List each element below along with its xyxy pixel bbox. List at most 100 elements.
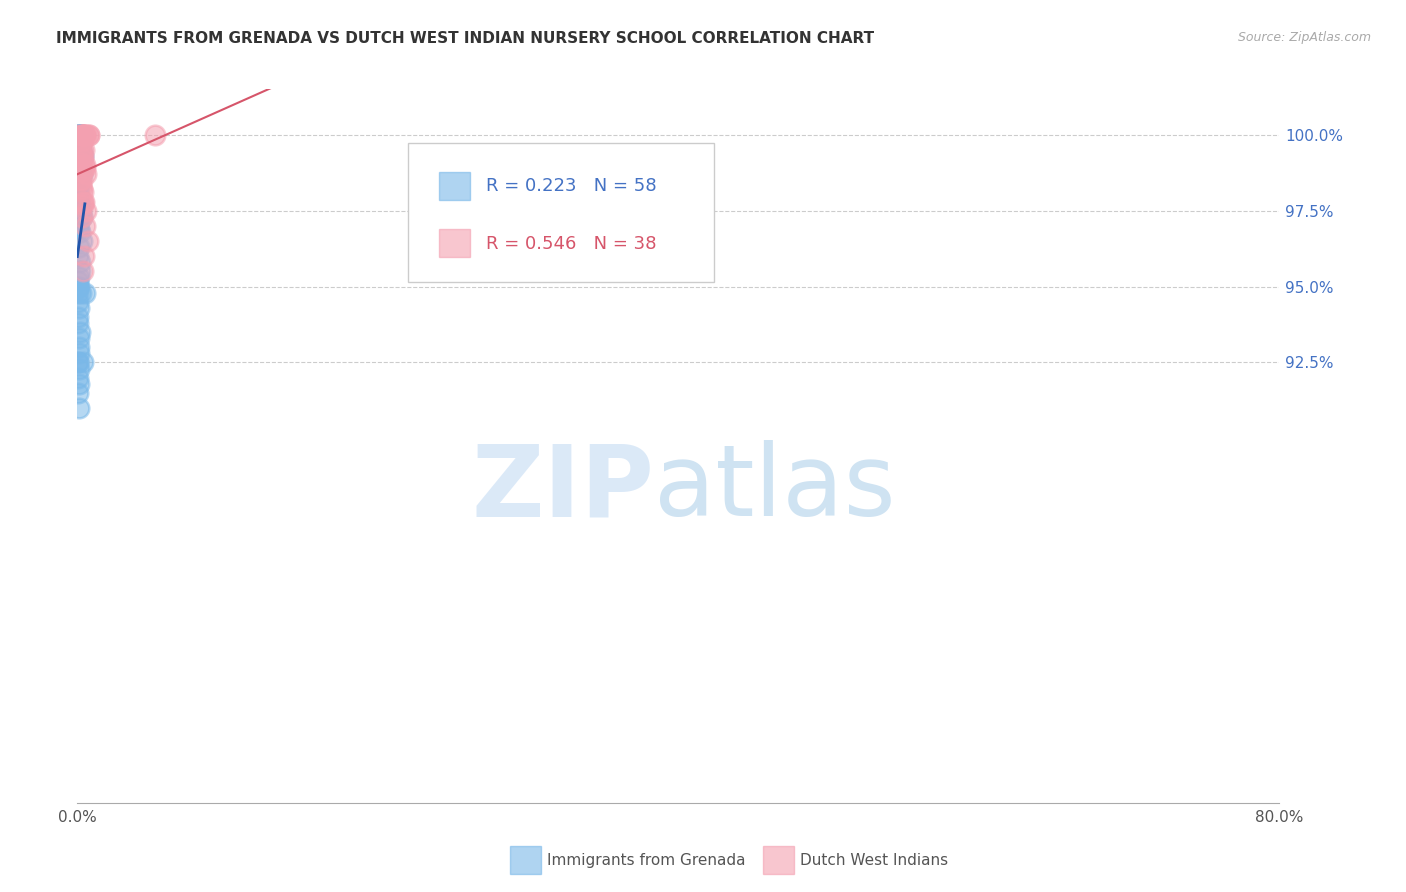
Point: [67, 128, 90, 142]
Point: [66, 128, 89, 142]
Point: [67, 179, 90, 194]
Point: [70, 179, 93, 194]
Point: [69, 128, 91, 142]
Point: [67, 346, 90, 360]
Point: [67, 355, 90, 369]
Point: [67, 316, 90, 330]
Point: [69, 225, 91, 239]
Point: [67, 361, 90, 376]
Point: [67, 128, 90, 142]
Point: [75, 167, 97, 181]
Point: [70, 143, 93, 157]
Point: [72, 149, 94, 163]
Point: [69, 255, 91, 269]
Point: [73, 128, 96, 142]
Text: Immigrants from Grenada: Immigrants from Grenada: [547, 854, 745, 868]
Point: [67, 279, 90, 293]
Point: [73, 161, 96, 176]
Point: [70, 158, 93, 172]
Point: [67, 370, 90, 384]
Text: R = 0.546   N = 38: R = 0.546 N = 38: [486, 235, 657, 252]
Point: [67, 203, 90, 218]
Point: [69, 128, 91, 142]
Point: [67, 194, 90, 209]
Point: [72, 186, 94, 200]
Point: [67, 158, 90, 172]
Point: [67, 376, 90, 391]
Point: [73, 128, 96, 142]
FancyBboxPatch shape: [408, 143, 714, 282]
Point: [67, 152, 90, 166]
Point: [67, 222, 90, 236]
Point: [67, 270, 90, 285]
Point: [73, 219, 96, 233]
Point: [72, 152, 94, 166]
Point: [67, 294, 90, 309]
Point: [69, 173, 91, 187]
Point: [70, 128, 93, 142]
Point: [70, 167, 93, 181]
Point: [69, 143, 91, 157]
Text: Dutch West Indians: Dutch West Indians: [800, 854, 948, 868]
Point: [67, 273, 90, 287]
Point: [67, 401, 90, 415]
Point: [70, 182, 93, 196]
Point: [69, 203, 91, 218]
Point: [73, 194, 96, 209]
Point: [72, 164, 94, 178]
Point: [145, 128, 167, 142]
Point: [70, 173, 93, 187]
Point: [66, 128, 89, 142]
Point: [67, 194, 90, 209]
Point: [72, 264, 94, 278]
Point: [67, 186, 90, 200]
FancyBboxPatch shape: [439, 172, 471, 200]
Point: [72, 128, 94, 142]
Point: [67, 128, 90, 142]
Point: [67, 249, 90, 263]
Point: [69, 164, 91, 178]
Point: [67, 128, 90, 142]
Text: ZIP: ZIP: [471, 441, 654, 537]
Point: [66, 210, 89, 224]
Point: [72, 194, 94, 209]
Point: [73, 249, 96, 263]
Point: [69, 197, 91, 211]
Point: [67, 340, 90, 354]
Text: IMMIGRANTS FROM GRENADA VS DUTCH WEST INDIAN NURSERY SCHOOL CORRELATION CHART: IMMIGRANTS FROM GRENADA VS DUTCH WEST IN…: [56, 31, 875, 46]
Point: [72, 149, 94, 163]
Text: R = 0.223   N = 58: R = 0.223 N = 58: [486, 178, 657, 195]
Point: [69, 264, 91, 278]
Point: [72, 197, 94, 211]
Point: [72, 128, 94, 142]
Point: [70, 128, 93, 142]
Point: [67, 310, 90, 324]
Point: [70, 210, 93, 224]
Point: [66, 279, 89, 293]
FancyBboxPatch shape: [439, 229, 471, 257]
Point: [70, 128, 93, 142]
Text: Source: ZipAtlas.com: Source: ZipAtlas.com: [1237, 31, 1371, 45]
Point: [67, 219, 90, 233]
Point: [70, 234, 93, 248]
Point: [75, 128, 97, 142]
Point: [67, 331, 90, 345]
Point: [70, 128, 93, 142]
Point: [67, 212, 90, 227]
Point: [77, 128, 100, 142]
Point: [67, 155, 90, 169]
Point: [69, 128, 91, 142]
Point: [76, 234, 98, 248]
Point: [67, 188, 90, 202]
Point: [73, 158, 96, 172]
Point: [79, 128, 101, 142]
Point: [70, 143, 93, 157]
Point: [67, 240, 90, 254]
Text: atlas: atlas: [654, 441, 896, 537]
Point: [73, 143, 96, 157]
Point: [69, 173, 91, 187]
Point: [69, 285, 91, 300]
Point: [67, 285, 90, 300]
Point: [72, 128, 94, 142]
Point: [70, 210, 93, 224]
